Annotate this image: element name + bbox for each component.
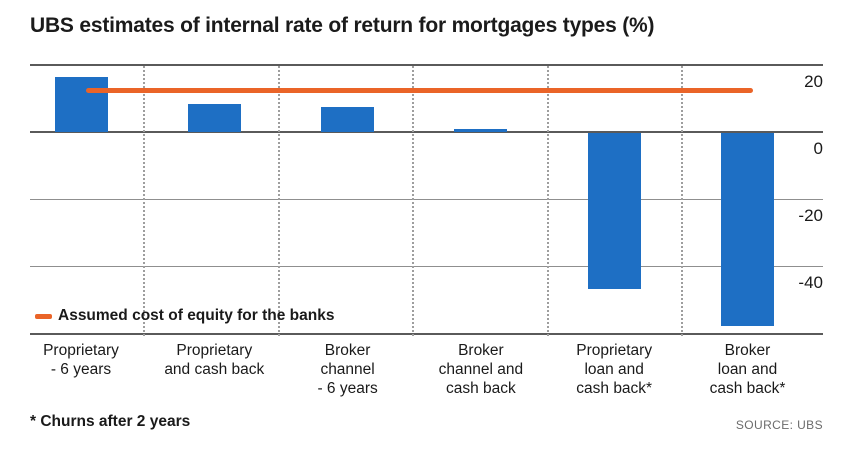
x-label-proprietary-6-years: Proprietary - 6 years (14, 341, 148, 379)
source-credit: SOURCE: UBS (735, 418, 823, 432)
chart-title: UBS estimates of internal rate of return… (30, 14, 655, 37)
category-separator-1 (143, 66, 145, 336)
x-label-line: - 6 years (50, 361, 112, 378)
x-label-line: Broker (724, 342, 771, 359)
x-label-broker-channel-6-years: Broker channel - 6 years (281, 341, 415, 398)
bar-broker-channel-and-cash-back (454, 128, 508, 132)
legend-label: Assumed cost of equity for the banks (58, 307, 335, 324)
gridline-y-0 (30, 131, 823, 133)
legend: Assumed cost of equity for the banks (35, 307, 334, 325)
x-label-line: cash back* (709, 380, 786, 397)
x-label-line: Broker (324, 342, 371, 359)
category-separator-2 (277, 66, 280, 336)
bar-proprietary-loan-and-cash-back (587, 133, 641, 290)
x-label-proprietary-and-cash-back: Proprietary and cash back (147, 341, 281, 379)
x-label-line: channel and (438, 361, 524, 378)
bar-proprietary-and-cash-back (187, 103, 241, 132)
x-label-line: Proprietary (176, 342, 253, 359)
x-label-line: cash back* (576, 380, 653, 397)
x-label-line: channel (320, 361, 375, 378)
bar-broker-loan-and-cash-back (721, 133, 774, 327)
category-separator-5 (681, 66, 684, 336)
x-label-line: and cash back (164, 361, 265, 378)
gridline-y--20 (30, 199, 823, 200)
gridline-y-20 (30, 64, 823, 66)
cost-of-equity-reference-line (86, 87, 753, 93)
x-label-line: cash back (445, 380, 516, 397)
category-separator-3 (412, 66, 415, 336)
y-tick-label--20: -20 (798, 206, 823, 225)
footnote: * Churns after 2 years (30, 413, 191, 430)
x-label-proprietary-loan-and-cash-back: Proprietary loan and cash back* (547, 341, 681, 398)
x-label-line: loan and (717, 361, 778, 378)
bar-broker-channel-6-years (321, 106, 375, 132)
x-label-line: Broker (458, 342, 504, 359)
y-tick-label--40: -40 (798, 273, 823, 292)
y-tick-label-20: 20 (804, 72, 823, 91)
x-label-line: - 6 years (317, 380, 378, 397)
bar-proprietary-6-years (54, 76, 108, 132)
x-label-line: Proprietary (576, 342, 653, 359)
x-label-broker-loan-and-cash-back: Broker loan and cash back* (681, 341, 815, 398)
x-label-broker-channel-and-cash-back: Broker channel and cash back (414, 341, 548, 398)
x-label-line: Proprietary (43, 342, 119, 359)
x-axis-baseline (30, 333, 823, 335)
cost-of-equity-line-swatch (35, 314, 52, 319)
y-tick-label-0: 0 (813, 139, 823, 158)
category-separator-4 (546, 66, 549, 336)
x-label-line: loan and (584, 361, 644, 378)
gridline-y--40 (30, 266, 823, 267)
